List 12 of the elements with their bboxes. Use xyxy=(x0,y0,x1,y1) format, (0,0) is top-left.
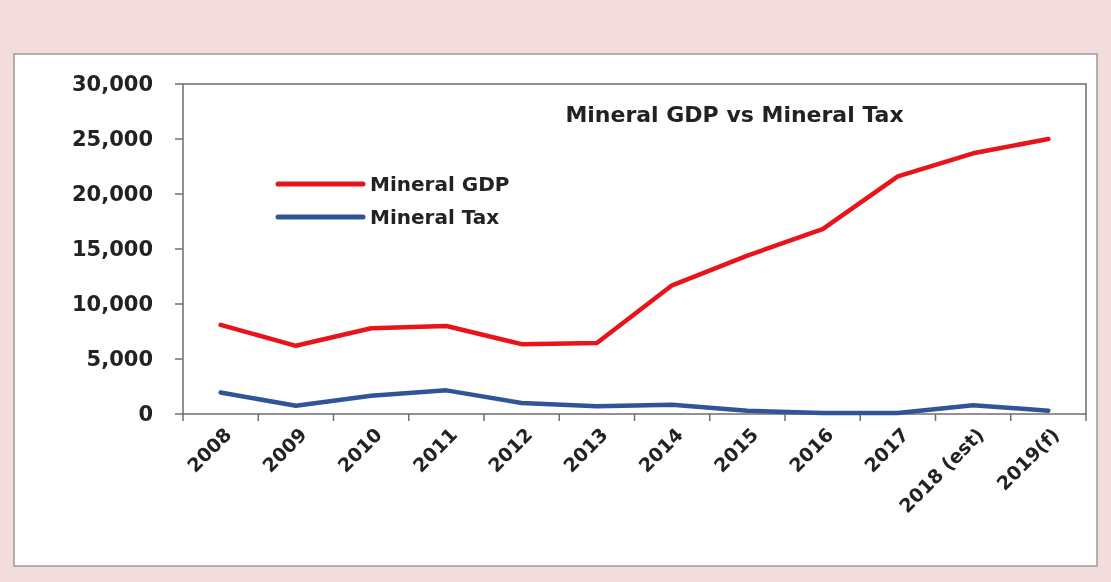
line-series xyxy=(218,136,1051,349)
text: Mineral GDP vs Mineral Tax xyxy=(565,102,904,127)
line-series xyxy=(218,388,1051,416)
y-tick-label: 20,000 xyxy=(71,182,153,207)
y-tick-label: 25,000 xyxy=(71,127,153,152)
legend-label: Mineral GDP xyxy=(370,172,510,196)
y-tick-label: 0 xyxy=(138,402,153,427)
y-tick-label: 30,000 xyxy=(71,72,153,97)
y-tick-label: 10,000 xyxy=(71,292,153,317)
y-tick-label: 5,000 xyxy=(86,347,153,372)
legend-label: Mineral Tax xyxy=(370,205,500,229)
y-tick-label: 15,000 xyxy=(71,237,153,262)
